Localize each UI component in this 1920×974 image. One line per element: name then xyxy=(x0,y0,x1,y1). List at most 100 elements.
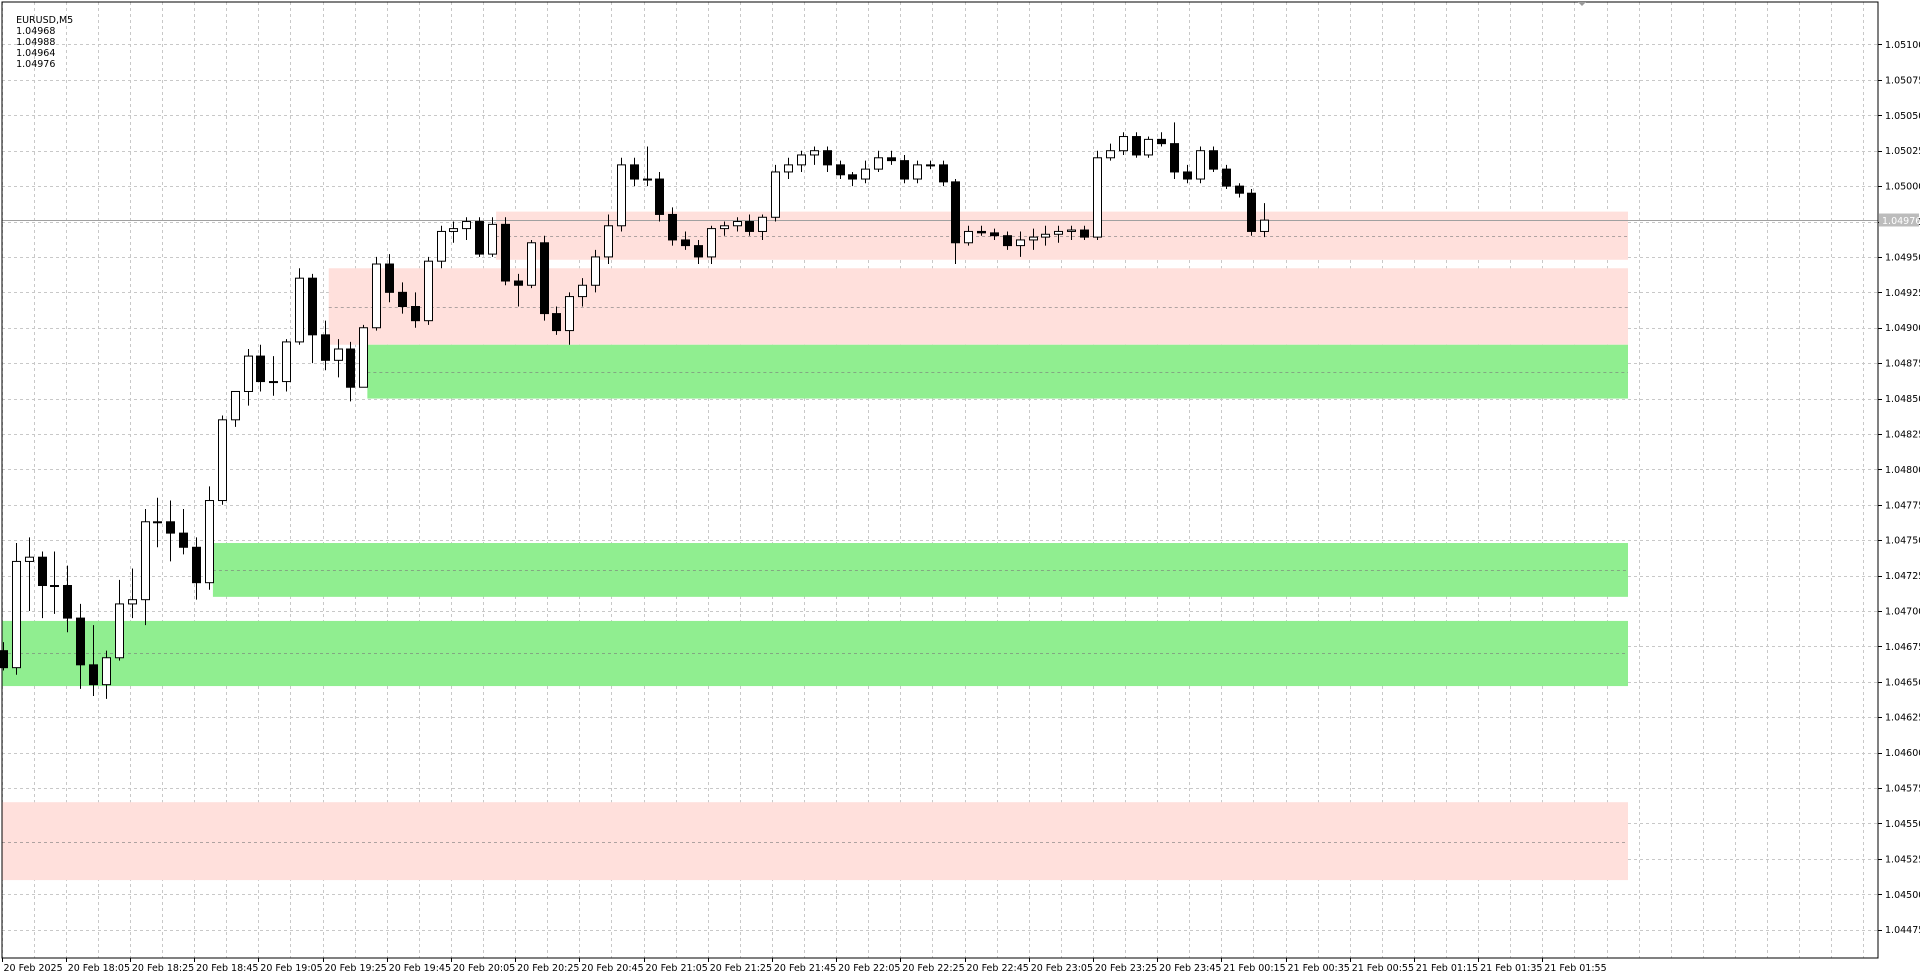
candle xyxy=(372,256,381,331)
candle-body-bull xyxy=(964,230,973,244)
candle xyxy=(192,537,201,600)
price-axis-label: 1.04600 xyxy=(1885,748,1920,759)
supply-zone xyxy=(328,268,1628,345)
time-axis-label: 20 Feb 18:25 xyxy=(132,963,194,974)
time-axis[interactable]: 20 Feb 2025 20 Feb 18:05 20 Feb 18:25 20 Fe… xyxy=(2,958,1607,974)
candle xyxy=(449,221,458,243)
candle xyxy=(707,225,716,265)
price-axis-label: 1.04825 xyxy=(1885,429,1920,440)
candle-body-bull xyxy=(707,228,716,258)
time-axis-label: 20 Feb 19:05 xyxy=(260,963,322,974)
candle-body-bull xyxy=(565,296,574,332)
ohlc-open: 1.04968 xyxy=(16,26,56,37)
candle xyxy=(488,217,497,257)
candle xyxy=(1029,228,1038,250)
candle-body-bull xyxy=(372,263,381,329)
candle-body-bull xyxy=(102,657,111,686)
price-axis-label: 1.04525 xyxy=(1885,854,1920,865)
plot-frame xyxy=(1,1,1879,959)
time-axis-label: 20 Feb 23:05 xyxy=(1031,963,1093,974)
candle xyxy=(990,228,999,240)
candle xyxy=(411,292,420,328)
candle xyxy=(218,415,227,505)
time-axis-label: 20 Feb 20:25 xyxy=(517,963,579,974)
candle-body-bear xyxy=(1209,150,1218,170)
candle-body-bull xyxy=(244,355,253,392)
candle xyxy=(269,356,278,396)
candle-body-bear xyxy=(385,263,394,293)
candle-body-bear xyxy=(1003,235,1012,247)
candle-body-bear xyxy=(681,239,690,247)
candle-body-bull xyxy=(861,168,870,180)
candle xyxy=(1222,164,1231,189)
candle-body-bull xyxy=(205,500,214,584)
candle-body-bear xyxy=(398,291,407,308)
candle-body-bear xyxy=(179,532,188,548)
candle-body-bull xyxy=(141,521,150,601)
price-axis[interactable]: 1.05100 1.05075 1.05050 1.05025 1.05000 1.049… xyxy=(1878,40,1920,936)
candle-body-bear xyxy=(655,178,664,215)
candle xyxy=(848,171,857,187)
time-axis-label: 20 Feb 23:25 xyxy=(1095,963,1157,974)
time-axis-label: 20 Feb 18:05 xyxy=(68,963,130,974)
candle-body-bear xyxy=(694,245,703,258)
time-axis-label: 20 Feb 21:25 xyxy=(710,963,772,974)
price-axis-label: 1.04650 xyxy=(1885,677,1920,688)
candle xyxy=(643,146,652,187)
candle-body-bull xyxy=(874,157,883,170)
current-price-tag-label: 1.04976 xyxy=(1882,216,1920,227)
price-axis-label: 1.04675 xyxy=(1885,642,1920,653)
candle xyxy=(1144,136,1153,158)
candle xyxy=(115,579,124,661)
candle-body-bear xyxy=(1170,143,1179,173)
candle-body-bear xyxy=(1157,138,1166,145)
candle-body-bull xyxy=(437,230,446,262)
candle-body-bear xyxy=(630,164,639,180)
candle-body-bull xyxy=(488,223,497,255)
time-axis-label: 21 Feb 00:55 xyxy=(1352,963,1414,974)
candle-body-bull xyxy=(617,164,626,227)
candle xyxy=(1260,203,1269,238)
candle-body-bull xyxy=(1260,219,1269,232)
candle-body-bear xyxy=(514,280,523,286)
candle-body-bear xyxy=(977,230,986,234)
candle xyxy=(38,551,47,619)
candle xyxy=(552,306,561,335)
candle-body-bear xyxy=(0,650,8,669)
price-axis-label: 1.05075 xyxy=(1885,75,1920,86)
time-axis-label: 20 Feb 20:45 xyxy=(581,963,643,974)
price-axis-label: 1.04900 xyxy=(1885,323,1920,334)
candle xyxy=(604,214,613,265)
candle xyxy=(1003,231,1012,250)
candle-body-bear xyxy=(38,556,47,587)
candle xyxy=(102,650,111,699)
candle-body-bear xyxy=(836,164,845,176)
candle-body-bear xyxy=(256,355,265,383)
candle-body-bear xyxy=(823,150,832,166)
time-axis-label: 20 Feb 21:45 xyxy=(774,963,836,974)
candle xyxy=(385,254,394,303)
ohlc-low: 1.04964 xyxy=(16,48,56,59)
candle-body-bear xyxy=(346,348,355,388)
price-axis-label: 1.04950 xyxy=(1885,252,1920,263)
candle-body-bear xyxy=(552,313,561,332)
candle xyxy=(578,278,587,307)
candle-body-bear xyxy=(192,546,201,584)
candle-body-bull xyxy=(913,164,922,180)
candle-body-bear xyxy=(848,174,857,180)
candle-body-bear xyxy=(475,221,484,255)
candle xyxy=(398,282,407,314)
candle xyxy=(0,642,8,671)
candle-body-bull xyxy=(115,603,124,659)
candle-body-bear xyxy=(63,585,72,619)
candle xyxy=(424,256,433,325)
candle-body-bull xyxy=(578,284,587,298)
price-axis-label: 1.05025 xyxy=(1885,146,1920,157)
candle-body-bull xyxy=(926,164,935,167)
candle-body-bull xyxy=(231,390,240,421)
candle-body-bear xyxy=(1183,171,1192,180)
chart-shift-marker-icon[interactable] xyxy=(1578,2,1586,6)
candle-body-bull xyxy=(1054,230,1063,235)
candle xyxy=(720,221,729,236)
